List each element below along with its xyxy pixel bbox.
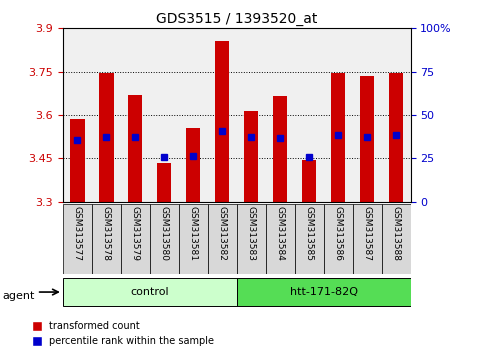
Text: GSM313585: GSM313585 <box>305 206 313 261</box>
Bar <box>324 204 353 274</box>
Text: htt-171-82Q: htt-171-82Q <box>290 287 357 297</box>
Bar <box>150 204 179 274</box>
Bar <box>99 73 114 202</box>
Bar <box>353 204 382 274</box>
Bar <box>302 160 316 202</box>
Bar <box>273 96 287 202</box>
Legend: transformed count, percentile rank within the sample: transformed count, percentile rank withi… <box>29 319 217 349</box>
Bar <box>237 278 411 306</box>
Text: GSM313579: GSM313579 <box>131 206 140 261</box>
Bar <box>266 204 295 274</box>
Bar <box>186 128 200 202</box>
Bar <box>360 76 374 202</box>
Text: control: control <box>130 287 169 297</box>
Text: GSM313580: GSM313580 <box>160 206 169 261</box>
Bar <box>63 278 237 306</box>
Bar <box>331 73 345 202</box>
Bar <box>179 204 208 274</box>
Bar <box>215 41 229 202</box>
Text: GSM313581: GSM313581 <box>189 206 198 261</box>
Bar <box>237 204 266 274</box>
Text: GSM313577: GSM313577 <box>73 206 82 261</box>
Bar <box>70 119 85 202</box>
Text: GSM313587: GSM313587 <box>363 206 371 261</box>
Bar <box>382 204 411 274</box>
Bar <box>295 204 324 274</box>
Bar <box>389 73 403 202</box>
Bar <box>157 163 171 202</box>
Bar <box>244 111 258 202</box>
Text: GSM313583: GSM313583 <box>247 206 256 261</box>
Text: GSM313578: GSM313578 <box>102 206 111 261</box>
Bar <box>208 204 237 274</box>
Bar <box>121 204 150 274</box>
Text: GSM313586: GSM313586 <box>334 206 342 261</box>
Text: GSM313582: GSM313582 <box>218 206 227 261</box>
Title: GDS3515 / 1393520_at: GDS3515 / 1393520_at <box>156 12 317 26</box>
Bar <box>92 204 121 274</box>
Bar <box>128 95 142 202</box>
Bar <box>63 204 92 274</box>
Text: GSM313588: GSM313588 <box>392 206 400 261</box>
Text: agent: agent <box>2 291 35 301</box>
Text: GSM313584: GSM313584 <box>276 206 284 261</box>
